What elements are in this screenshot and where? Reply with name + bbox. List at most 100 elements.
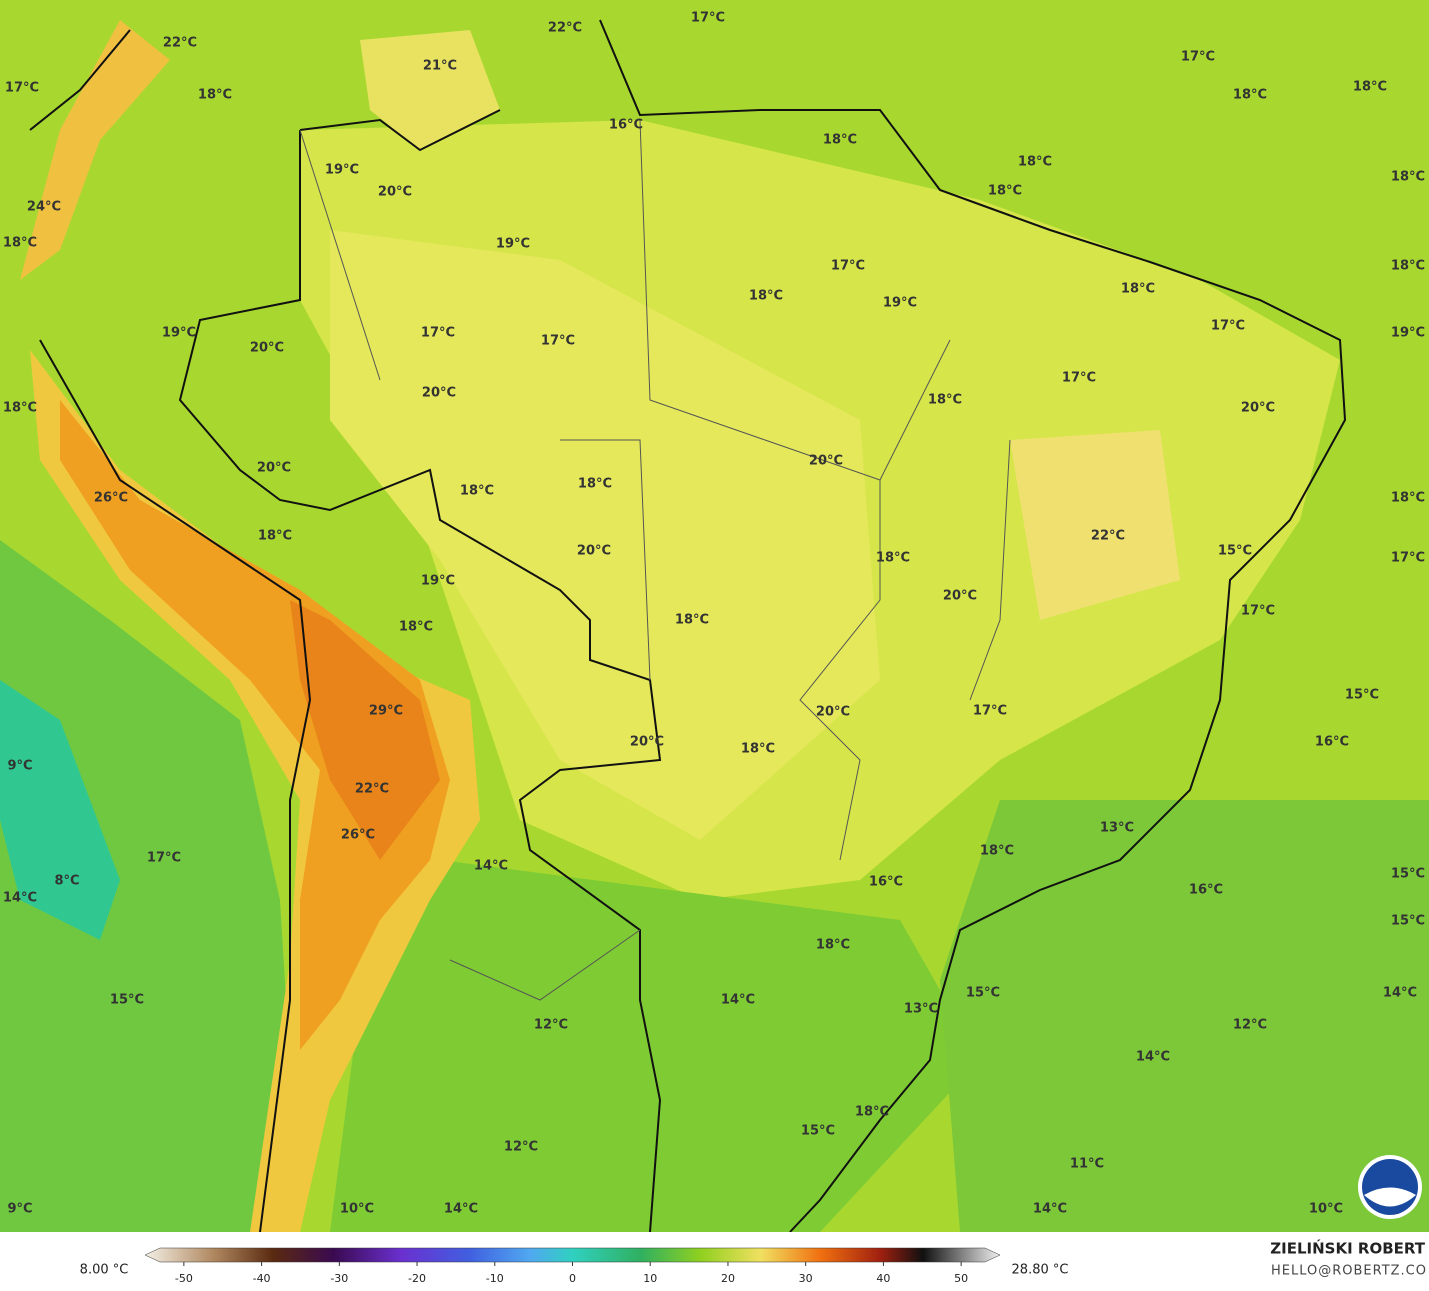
temperature-label: 17°C	[1181, 50, 1215, 65]
temperature-label: 18°C	[1391, 491, 1425, 506]
temperature-label: 20°C	[422, 386, 456, 401]
temperature-label: 18°C	[578, 477, 612, 492]
temperature-label: 18°C	[928, 393, 962, 408]
temperature-label: 18°C	[1391, 259, 1425, 274]
colorbar-tick-label: -40	[253, 1272, 271, 1285]
temperature-label: 17°C	[973, 704, 1007, 719]
temperature-label: 18°C	[749, 289, 783, 304]
temperature-label: 15°C	[1391, 867, 1425, 882]
temperature-label: 26°C	[341, 828, 375, 843]
temperature-label: 18°C	[823, 133, 857, 148]
temperature-label: 17°C	[1062, 371, 1096, 386]
temperature-label: 18°C	[258, 529, 292, 544]
temperature-label: 20°C	[630, 735, 664, 750]
temperature-label: 17°C	[691, 11, 725, 26]
temperature-label: 14°C	[444, 1202, 478, 1217]
temperature-label: 10°C	[1309, 1202, 1343, 1217]
temperature-label: 18°C	[198, 88, 232, 103]
temperature-label: 12°C	[504, 1140, 538, 1155]
temperature-label: 19°C	[883, 296, 917, 311]
temperature-label: 16°C	[1315, 735, 1349, 750]
temperature-label: 24°C	[27, 200, 61, 215]
colorbar-tick-label: -20	[408, 1272, 426, 1285]
temperature-label: 19°C	[421, 574, 455, 589]
temperature-label: 14°C	[1033, 1202, 1067, 1217]
temperature-label: 15°C	[966, 986, 1000, 1001]
colorbar-tick-label: 20	[721, 1272, 735, 1285]
temperature-label: 14°C	[721, 993, 755, 1008]
colorbar-ramp	[144, 1247, 1001, 1263]
colorbar: 8.00 °C 28.80 °C -50 -40 -30 -20 -10 0 10 20 30 4…	[80, 1247, 1069, 1285]
temperature-label: 18°C	[460, 484, 494, 499]
temperature-label: 15°C	[1345, 688, 1379, 703]
temperature-label: 13°C	[904, 1002, 938, 1017]
temperature-label: 20°C	[378, 185, 412, 200]
colorbar-tick-label: -30	[330, 1272, 348, 1285]
temperature-label: 9°C	[7, 1202, 32, 1217]
noaa-logo	[1358, 1155, 1422, 1219]
temperature-label: 20°C	[816, 705, 850, 720]
colorbar-tick-label: 50	[954, 1272, 968, 1285]
temperature-label: 12°C	[534, 1018, 568, 1033]
credit-name: ZIELIŃSKI ROBERT	[1270, 1239, 1425, 1258]
temperature-label: 14°C	[474, 859, 508, 874]
credit-email: HELLO@ROBERTZ.CO	[1271, 1264, 1427, 1279]
temperature-label: 15°C	[110, 993, 144, 1008]
temperature-label: 17°C	[421, 326, 455, 341]
temperature-label: 22°C	[163, 36, 197, 51]
colorbar-min: 8.00 °C	[80, 1263, 129, 1278]
temperature-label: 17°C	[541, 334, 575, 349]
temperature-label: 22°C	[355, 782, 389, 797]
temperature-label: 8°C	[54, 874, 79, 889]
temperature-label: 9°C	[7, 759, 32, 774]
temperature-label: 22°C	[548, 21, 582, 36]
temperature-label: 18°C	[980, 844, 1014, 859]
temperature-label: 15°C	[801, 1124, 835, 1139]
temperature-label: 12°C	[1233, 1018, 1267, 1033]
temperature-labels: 22°C 22°C 17°C 21°C 17°C 18°C 17°C 18°C 18°C 16°C…	[3, 11, 1425, 1217]
map	[0, 0, 1429, 1233]
temperature-label: 20°C	[809, 454, 843, 469]
temperature-label: 16°C	[1189, 883, 1223, 898]
colorbar-tick-label: 40	[876, 1272, 890, 1285]
temperature-label: 17°C	[831, 259, 865, 274]
temperature-label: 16°C	[609, 118, 643, 133]
temperature-label: 11°C	[1070, 1157, 1104, 1172]
colorbar-tick-label: 30	[799, 1272, 813, 1285]
temperature-label: 15°C	[1218, 544, 1252, 559]
temperature-label: 18°C	[3, 401, 37, 416]
temperature-label: 22°C	[1091, 529, 1125, 544]
temperature-label: 26°C	[94, 491, 128, 506]
temperature-label: 18°C	[675, 613, 709, 628]
temperature-label: 17°C	[1241, 604, 1275, 619]
temperature-label: 19°C	[325, 163, 359, 178]
temperature-label: 18°C	[876, 551, 910, 566]
temperature-label: 19°C	[496, 237, 530, 252]
colorbar-tick-label: -10	[486, 1272, 504, 1285]
temperature-label: 14°C	[3, 891, 37, 906]
temperature-label: 14°C	[1383, 986, 1417, 1001]
colorbar-tick-label: -50	[175, 1272, 193, 1285]
temperature-label: 10°C	[340, 1202, 374, 1217]
temperature-label: 20°C	[250, 341, 284, 356]
temperature-label: 29°C	[369, 704, 403, 719]
colorbar-tick-label: 10	[643, 1272, 657, 1285]
temperature-label: 18°C	[1391, 170, 1425, 185]
colorbar-tick-label: 0	[569, 1272, 576, 1285]
temperature-label: 16°C	[869, 875, 903, 890]
temperature-label: 19°C	[1391, 326, 1425, 341]
temperature-label: 18°C	[741, 742, 775, 757]
temperature-label: 18°C	[399, 620, 433, 635]
temperature-label: 18°C	[1121, 282, 1155, 297]
temperature-label: 18°C	[1018, 155, 1052, 170]
temperature-label: 20°C	[943, 589, 977, 604]
temperature-label: 18°C	[1353, 80, 1387, 95]
temperature-label: 14°C	[1136, 1050, 1170, 1065]
colorbar-max: 28.80 °C	[1012, 1263, 1069, 1278]
temperature-label: 20°C	[577, 544, 611, 559]
temperature-label: 20°C	[1241, 401, 1275, 416]
temperature-label: 13°C	[1100, 821, 1134, 836]
temperature-label: 20°C	[257, 461, 291, 476]
temperature-label: 17°C	[5, 81, 39, 96]
temperature-label: 18°C	[988, 184, 1022, 199]
